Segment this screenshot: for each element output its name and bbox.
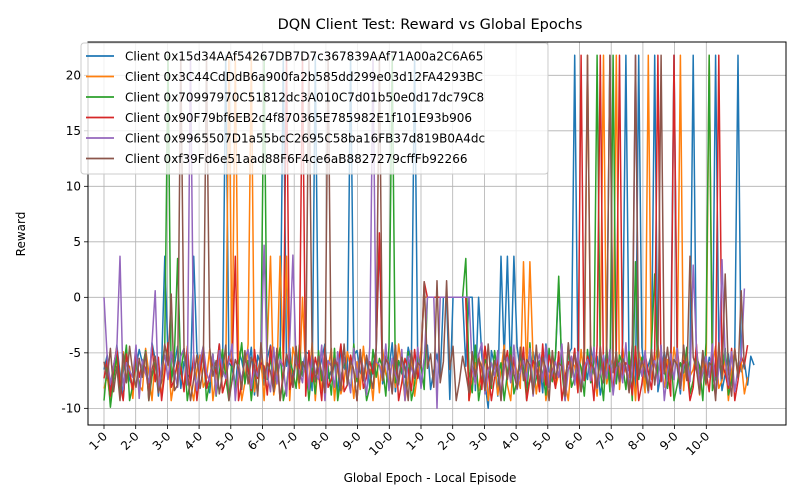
series-line-6 bbox=[103, 54, 746, 402]
plot-frame bbox=[87, 41, 787, 426]
series-line-2 bbox=[103, 54, 749, 402]
y-tick-label: 0 bbox=[73, 290, 81, 304]
legend: Client 0x15d34AAf54267DB7D7c367839AAf71A… bbox=[80, 42, 549, 175]
legend-entry: Client 0x3C44CdDdB6a900fa2b585dd299e03d1… bbox=[125, 70, 483, 84]
chart-title: DQN Client Test: Reward vs Global Epochs bbox=[278, 17, 583, 33]
legend-entry: Client 0x90F79bf6EB2c4f870365E785982E1f1… bbox=[125, 111, 472, 125]
x-axis-label: Global Epoch - Local Episode bbox=[344, 471, 517, 485]
legend-entry: Client 0x15d34AAf54267DB7D7c367839AAf71A… bbox=[125, 50, 483, 64]
y-axis-ticks: -10 -5 0 5 10 15 20 bbox=[61, 68, 88, 415]
y-tick-label: 10 bbox=[66, 179, 81, 193]
y-tick-label: 20 bbox=[66, 68, 81, 82]
legend-entry: Client 0xf39Fd6e51aad88F6F4ce6aB8827279c… bbox=[125, 152, 467, 166]
y-tick-label: 15 bbox=[66, 124, 81, 138]
legend-entry: Client 0x9965507D1a55bcC2695C58ba16FB37d… bbox=[125, 132, 485, 146]
series-lines bbox=[103, 54, 755, 410]
y-tick-label: 5 bbox=[73, 235, 81, 249]
legend-entry: Client 0x70997970C51812dc3A010C7d01b50e0… bbox=[125, 91, 484, 105]
y-tick-label: -5 bbox=[69, 346, 81, 360]
y-axis-label: Reward bbox=[14, 212, 28, 257]
legend-items: Client 0x15d34AAf54267DB7D7c367839AAf71A… bbox=[86, 50, 485, 166]
y-tick-label: -10 bbox=[61, 401, 81, 415]
legend-frame bbox=[80, 42, 549, 175]
